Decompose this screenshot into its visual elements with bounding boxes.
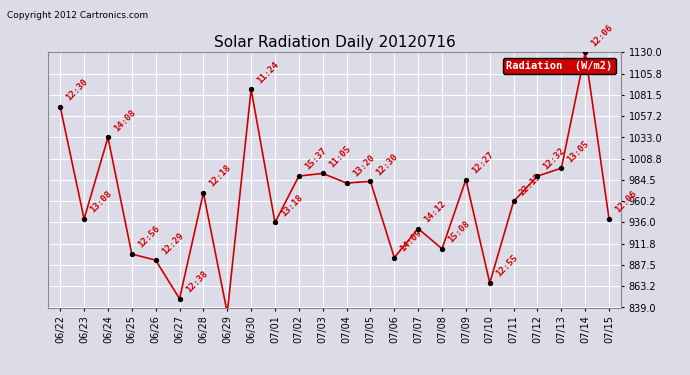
Text: 15:37: 15:37 (303, 147, 328, 172)
Text: 12:30: 12:30 (375, 152, 400, 177)
Point (150, 257, 161, 263)
Text: 14:12: 14:12 (422, 199, 448, 225)
Point (437, 246, 448, 252)
Point (604, 216, 615, 222)
Text: 12:30: 12:30 (64, 77, 90, 103)
Point (293, 173, 304, 179)
Point (317, 170, 328, 176)
Text: 11:01: 11:01 (0, 374, 1, 375)
Text: 12:06: 12:06 (589, 23, 615, 48)
Text: 12:18: 12:18 (208, 163, 233, 189)
Title: Solar Radiation Daily 20120716: Solar Radiation Daily 20120716 (214, 35, 455, 50)
Text: 14:09: 14:09 (398, 228, 424, 254)
Point (198, 190, 209, 196)
Point (102, 135, 113, 141)
Point (484, 280, 495, 286)
Text: 22:15: 22:15 (518, 172, 543, 197)
Text: 14:08: 14:08 (112, 108, 137, 134)
Point (413, 226, 424, 232)
Text: 13:20: 13:20 (351, 153, 376, 179)
Point (388, 255, 400, 261)
Point (79, 216, 90, 222)
Text: 12:55: 12:55 (494, 254, 520, 279)
Text: 12:56: 12:56 (136, 225, 161, 250)
Point (508, 198, 519, 204)
Text: Copyright 2012 Cartronics.com: Copyright 2012 Cartronics.com (7, 11, 148, 20)
Point (270, 219, 281, 225)
Text: 13:18: 13:18 (279, 193, 304, 218)
Point (341, 180, 352, 186)
Legend: Radiation  (W/m2): Radiation (W/m2) (503, 58, 615, 74)
Point (126, 251, 137, 257)
Point (55, 104, 66, 110)
Text: 11:24: 11:24 (255, 60, 281, 85)
Point (532, 173, 543, 179)
Text: 12:29: 12:29 (160, 231, 185, 256)
Text: 12:27: 12:27 (470, 150, 495, 176)
Point (580, 50, 591, 55)
Text: 12:38: 12:38 (184, 269, 209, 295)
Point (556, 165, 567, 171)
Text: 11:05: 11:05 (327, 144, 353, 169)
Point (365, 178, 376, 184)
Point (246, 86, 257, 92)
Text: 15:08: 15:08 (446, 219, 471, 245)
Text: 12:06: 12:06 (613, 189, 639, 215)
Point (174, 296, 185, 302)
Text: 13:05: 13:05 (566, 139, 591, 164)
Text: 13:08: 13:08 (88, 189, 114, 215)
Text: 12:32: 12:32 (542, 147, 567, 172)
Point (221, 310, 233, 316)
Point (460, 177, 471, 183)
